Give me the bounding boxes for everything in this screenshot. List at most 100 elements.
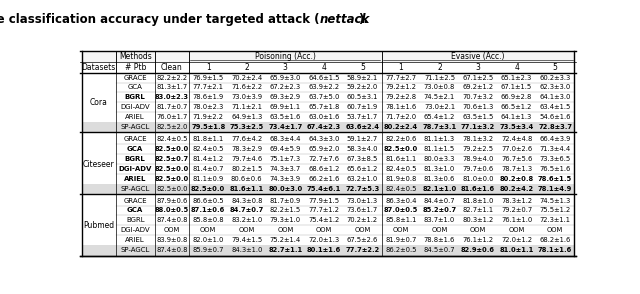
Text: 62.3±3.0: 62.3±3.0 bbox=[540, 84, 571, 91]
Text: 71.6±2.2: 71.6±2.2 bbox=[231, 84, 262, 91]
Text: Citeseer: Citeseer bbox=[83, 160, 115, 168]
Text: 81.8±1.0: 81.8±1.0 bbox=[462, 198, 494, 203]
Text: 1: 1 bbox=[206, 63, 211, 72]
Text: 76.7±5.6: 76.7±5.6 bbox=[501, 156, 532, 162]
Text: 83.9±0.8: 83.9±0.8 bbox=[156, 237, 188, 243]
Text: OOM: OOM bbox=[355, 227, 371, 233]
Text: 75.5±1.2: 75.5±1.2 bbox=[540, 208, 571, 213]
Text: 63.7±5.0: 63.7±5.0 bbox=[308, 94, 340, 100]
Text: 65.9±2.0: 65.9±2.0 bbox=[308, 146, 340, 152]
Text: 64.1±3.0: 64.1±3.0 bbox=[540, 94, 571, 100]
Text: 84.5±0.7: 84.5±0.7 bbox=[424, 247, 455, 253]
Text: 63.2±1.0: 63.2±1.0 bbox=[347, 176, 378, 182]
Text: 76.5±1.6: 76.5±1.6 bbox=[540, 166, 571, 172]
Text: 82.4±0.5: 82.4±0.5 bbox=[193, 146, 224, 152]
Text: 59.2±2.0: 59.2±2.0 bbox=[347, 84, 378, 91]
Text: 67.5±2.6: 67.5±2.6 bbox=[347, 237, 378, 243]
Text: 67.2±2.3: 67.2±2.3 bbox=[269, 84, 301, 91]
Text: 81.4±0.7: 81.4±0.7 bbox=[193, 166, 224, 172]
Text: 79.4±1.5: 79.4±1.5 bbox=[231, 237, 262, 243]
Text: 78.6±1.9: 78.6±1.9 bbox=[193, 94, 224, 100]
Text: 81.0±1.1: 81.0±1.1 bbox=[499, 247, 534, 253]
Text: # Ptb: # Ptb bbox=[125, 63, 146, 72]
Text: 64.9±1.3: 64.9±1.3 bbox=[231, 114, 262, 120]
Text: GCA: GCA bbox=[128, 84, 143, 91]
Text: 82.5±0.7: 82.5±0.7 bbox=[155, 156, 189, 162]
Text: OOM: OOM bbox=[316, 227, 332, 233]
Text: Cora: Cora bbox=[90, 98, 108, 107]
Text: 82.5±0.0: 82.5±0.0 bbox=[155, 176, 189, 182]
Text: 68.3±4.4: 68.3±4.4 bbox=[269, 136, 301, 142]
Text: 78.7±3.1: 78.7±3.1 bbox=[422, 124, 457, 130]
Text: 80.0±3.0: 80.0±3.0 bbox=[268, 186, 303, 192]
Text: 58.9±2.1: 58.9±2.1 bbox=[347, 75, 378, 81]
Text: ).: ). bbox=[358, 13, 369, 26]
Text: 78.1±4.9: 78.1±4.9 bbox=[538, 186, 572, 192]
Text: 80.2±4.2: 80.2±4.2 bbox=[500, 186, 534, 192]
Text: 87.1±0.6: 87.1±0.6 bbox=[191, 208, 225, 213]
Text: 77.7±2.2: 77.7±2.2 bbox=[346, 247, 380, 253]
Text: 71.7±2.0: 71.7±2.0 bbox=[385, 114, 417, 120]
Text: GCA: GCA bbox=[127, 208, 143, 213]
Text: 85.2±0.7: 85.2±0.7 bbox=[422, 208, 457, 213]
Text: 81.3±1.7: 81.3±1.7 bbox=[156, 84, 188, 91]
Text: 79.2±0.7: 79.2±0.7 bbox=[501, 208, 532, 213]
Text: 63.0±1.6: 63.0±1.6 bbox=[308, 114, 340, 120]
Text: GRACE: GRACE bbox=[124, 75, 147, 81]
Text: Datasets: Datasets bbox=[81, 63, 116, 72]
Text: 69.3±2.9: 69.3±2.9 bbox=[269, 94, 301, 100]
Text: 5: 5 bbox=[553, 63, 557, 72]
Text: 88.0±0.5: 88.0±0.5 bbox=[155, 208, 189, 213]
Text: 71.1±2.5: 71.1±2.5 bbox=[424, 75, 455, 81]
Text: 1: 1 bbox=[399, 63, 403, 72]
Text: 4: 4 bbox=[514, 63, 519, 72]
Text: SP-AGCL: SP-AGCL bbox=[120, 247, 150, 253]
Text: 66.9±2.8: 66.9±2.8 bbox=[501, 94, 532, 100]
Text: 69.4±5.9: 69.4±5.9 bbox=[269, 146, 301, 152]
Text: BGRL: BGRL bbox=[126, 217, 145, 223]
Text: OOM: OOM bbox=[277, 227, 294, 233]
Text: 82.5±0.0: 82.5±0.0 bbox=[191, 186, 225, 192]
Text: 81.9±0.7: 81.9±0.7 bbox=[385, 237, 417, 243]
Text: 59.1±2.7: 59.1±2.7 bbox=[347, 136, 378, 142]
Text: 82.2±0.6: 82.2±0.6 bbox=[385, 136, 417, 142]
Text: 63.4±1.5: 63.4±1.5 bbox=[540, 104, 571, 110]
Text: 60.5±3.1: 60.5±3.1 bbox=[347, 94, 378, 100]
Text: 82.5±0.0: 82.5±0.0 bbox=[384, 146, 418, 152]
Text: 86.2±0.5: 86.2±0.5 bbox=[385, 247, 417, 253]
Text: 86.6±0.5: 86.6±0.5 bbox=[193, 198, 224, 203]
Text: DGI-ADV: DGI-ADV bbox=[120, 227, 150, 233]
Text: 2: 2 bbox=[244, 63, 249, 72]
Text: Pubmed: Pubmed bbox=[83, 221, 114, 230]
Text: 67.4±2.3: 67.4±2.3 bbox=[307, 124, 341, 130]
Text: 79.7±4.6: 79.7±4.6 bbox=[231, 156, 262, 162]
Text: BGRL: BGRL bbox=[125, 156, 146, 162]
Text: 81.8±1.1: 81.8±1.1 bbox=[193, 136, 224, 142]
Text: 67.1±2.5: 67.1±2.5 bbox=[463, 75, 493, 81]
Text: 67.1±1.5: 67.1±1.5 bbox=[501, 84, 532, 91]
Text: 70.7±3.2: 70.7±3.2 bbox=[463, 94, 493, 100]
Text: 74.5±1.3: 74.5±1.3 bbox=[540, 198, 571, 203]
Text: 87.4±0.8: 87.4±0.8 bbox=[156, 217, 188, 223]
Text: nettack: nettack bbox=[320, 13, 371, 26]
Text: 83.2±1.0: 83.2±1.0 bbox=[231, 217, 262, 223]
Text: 73.6±1.7: 73.6±1.7 bbox=[347, 208, 378, 213]
Text: GRACE: GRACE bbox=[124, 136, 147, 142]
Text: 80.1±1.6: 80.1±1.6 bbox=[307, 247, 341, 253]
Text: 73.0±0.8: 73.0±0.8 bbox=[424, 84, 455, 91]
Bar bbox=[81, 51, 575, 62]
Text: 81.3±0.6: 81.3±0.6 bbox=[424, 176, 455, 182]
Text: 79.2±2.8: 79.2±2.8 bbox=[385, 94, 417, 100]
Text: 72.8±3.7: 72.8±3.7 bbox=[538, 124, 572, 130]
Text: 68.6±1.2: 68.6±1.2 bbox=[308, 166, 340, 172]
Text: 3: 3 bbox=[476, 63, 481, 72]
Text: 75.1±7.3: 75.1±7.3 bbox=[269, 156, 301, 162]
Text: OOM: OOM bbox=[200, 227, 216, 233]
Text: 77.7±2.7: 77.7±2.7 bbox=[385, 75, 417, 81]
Text: 82.5±0.0: 82.5±0.0 bbox=[155, 146, 189, 152]
Text: 82.9±0.6: 82.9±0.6 bbox=[461, 247, 495, 253]
Text: 81.7±0.7: 81.7±0.7 bbox=[156, 104, 188, 110]
Text: 76.1±1.2: 76.1±1.2 bbox=[463, 237, 493, 243]
Text: 78.8±1.6: 78.8±1.6 bbox=[424, 237, 455, 243]
Text: GRACE: GRACE bbox=[124, 198, 147, 203]
